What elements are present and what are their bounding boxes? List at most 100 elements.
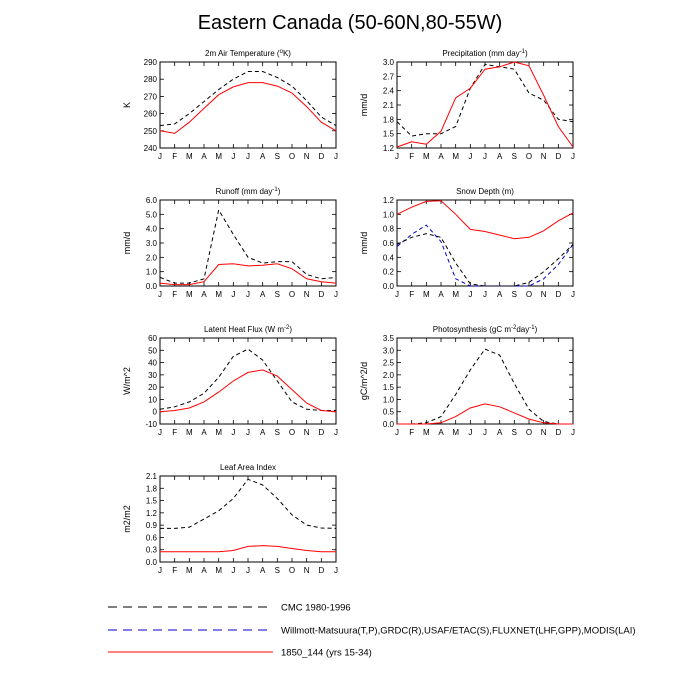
x-tick-label: A (260, 566, 266, 575)
x-tick-label: D (318, 566, 324, 575)
x-tick-label: N (541, 152, 547, 161)
series-line-model (159, 82, 337, 134)
x-tick-label: D (555, 290, 561, 299)
x-tick-label: S (275, 428, 280, 437)
x-tick-label: M (423, 428, 430, 437)
chart-title-text: Snow Depth (m) (456, 187, 514, 196)
x-tick-label: A (201, 290, 207, 299)
x-tick-label: M (423, 152, 430, 161)
x-tick-label: J (395, 152, 399, 161)
y-tick-label: 3.5 (383, 334, 395, 343)
y-tick-label: 6.0 (146, 196, 158, 205)
x-tick-label: M (186, 152, 193, 161)
y-tick-label: 260 (144, 110, 158, 119)
y-tick-label: 60 (148, 334, 157, 343)
y-axis-label: mm/d (359, 232, 369, 255)
y-tick-label: 2.0 (146, 253, 158, 262)
y-tick-label: 1.0 (146, 268, 158, 277)
x-tick-label: S (512, 152, 517, 161)
x-tick-label: J (468, 152, 472, 161)
chart-title-text: 2m Air Temperature ( (205, 49, 280, 58)
chart-title: Snow Depth (m) (456, 187, 514, 196)
chart-panel-7: Leaf Area Index m2/m2 0.0 0.3 0.6 0.9 1.2 1.5 1.… (122, 463, 338, 575)
x-tick-label: M (215, 566, 222, 575)
y-axis-label: gC/m^2/d (359, 362, 369, 400)
series-line-obs (396, 224, 574, 287)
x-tick-label: M (215, 290, 222, 299)
x-tick-label: J (468, 428, 472, 437)
y-tick-label: 1.0 (383, 395, 395, 404)
y-tick-label: 0.5 (383, 408, 395, 417)
x-tick-label: F (409, 290, 414, 299)
x-tick-label: A (201, 566, 207, 575)
x-tick-label: M (186, 290, 193, 299)
x-tick-label: N (541, 290, 547, 299)
x-tick-label: J (246, 566, 250, 575)
y-tick-label: 2.0 (383, 371, 395, 380)
x-tick-label: O (289, 428, 295, 437)
chart-title-text: Latent Heat Flux (W m (204, 325, 284, 334)
y-tick-label: 2.1 (146, 472, 158, 481)
x-tick-label: J (158, 566, 162, 575)
chart-title: 2m Air Temperature (oK) (205, 49, 291, 58)
x-tick-label: N (304, 152, 310, 161)
y-tick-label: 1.2 (146, 509, 158, 518)
y-tick-label: 30 (148, 371, 157, 380)
chart-title-end: ) (535, 325, 538, 334)
x-tick-label: F (409, 428, 414, 437)
x-tick-label: O (289, 566, 295, 575)
y-tick-label: 1.2 (383, 144, 395, 153)
x-tick-label: J (483, 428, 487, 437)
chart-panel-3: Runoff (mm day-1) mm/d 0.0 1.0 2.0 3.0 4.0 5.0 6… (122, 187, 338, 299)
y-tick-label: 0.0 (383, 282, 395, 291)
x-tick-label: D (555, 152, 561, 161)
series-line-model (160, 545, 336, 553)
page-title: Eastern Canada (50-60N,80-55W) (197, 12, 503, 34)
x-tick-label: J (246, 290, 250, 299)
x-tick-label: A (497, 152, 503, 161)
y-tick-label: 280 (144, 75, 158, 84)
x-tick-label: A (260, 290, 266, 299)
y-tick-label: 0.4 (383, 253, 395, 262)
y-tick-label: 0.0 (146, 558, 158, 567)
x-tick-label: A (497, 290, 503, 299)
y-tick-label: 2.4 (383, 87, 395, 96)
x-tick-label: O (289, 290, 295, 299)
y-tick-label: 1.0 (383, 210, 395, 219)
series-line-cmc (159, 71, 337, 127)
chart-title: Precipitation (mm day-1) (442, 49, 528, 58)
y-axis-label: mm/d (359, 94, 369, 117)
legend-label: Willmott-Matsuura(T,P),GRDC(R),USAF/ETAC… (281, 626, 636, 637)
x-tick-label: J (158, 290, 162, 299)
x-tick-label: J (483, 152, 487, 161)
series-line-model (159, 263, 337, 286)
series-line-cmc (397, 348, 573, 425)
x-tick-label: M (452, 152, 459, 161)
x-tick-label: F (409, 152, 414, 161)
y-tick-label: 0.2 (383, 268, 395, 277)
x-tick-label: A (260, 428, 266, 437)
chart-title-sup: -2 (284, 325, 290, 331)
y-axis-label: mm/d (122, 232, 132, 255)
x-tick-label: A (201, 152, 207, 161)
x-tick-label: N (304, 566, 310, 575)
x-tick-label: J (158, 152, 162, 161)
x-tick-label: A (438, 152, 444, 161)
y-tick-label: 0.6 (146, 533, 158, 542)
x-tick-label: A (438, 290, 444, 299)
y-tick-label: 0.0 (383, 420, 395, 429)
x-tick-label: F (172, 566, 177, 575)
x-tick-label: M (423, 290, 430, 299)
chart-title-end: day (516, 325, 529, 334)
chart-title-text: Runoff (mm day (216, 187, 273, 196)
y-tick-label: 20 (148, 383, 157, 392)
x-tick-label: O (289, 152, 295, 161)
chart-panel-6: Photosynthesis (gC m-2day-1) gC/m^2/d 0.0 0… (359, 325, 575, 437)
y-axis-label: m2/m2 (122, 505, 132, 533)
y-tick-label: 240 (144, 144, 158, 153)
x-tick-label: J (468, 290, 472, 299)
x-tick-label: N (304, 290, 310, 299)
series-line-model (396, 200, 574, 240)
plot-frame (396, 199, 574, 287)
